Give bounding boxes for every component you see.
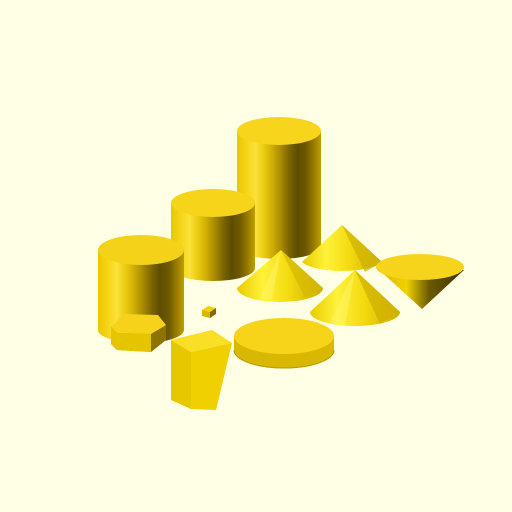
triangular-prism[interactable]: [171, 330, 232, 410]
tall-cylinder[interactable]: [237, 117, 321, 259]
tiny-cube[interactable]: [202, 306, 216, 318]
hexagonal-prism[interactable]: [111, 314, 166, 352]
medium-cylinder[interactable]: [171, 189, 255, 281]
inverted-cone[interactable]: [376, 254, 464, 309]
cone-back[interactable]: [302, 225, 382, 272]
cone-left[interactable]: [237, 250, 323, 302]
flat-disc[interactable]: [233, 318, 335, 369]
cone-front[interactable]: [310, 270, 400, 326]
